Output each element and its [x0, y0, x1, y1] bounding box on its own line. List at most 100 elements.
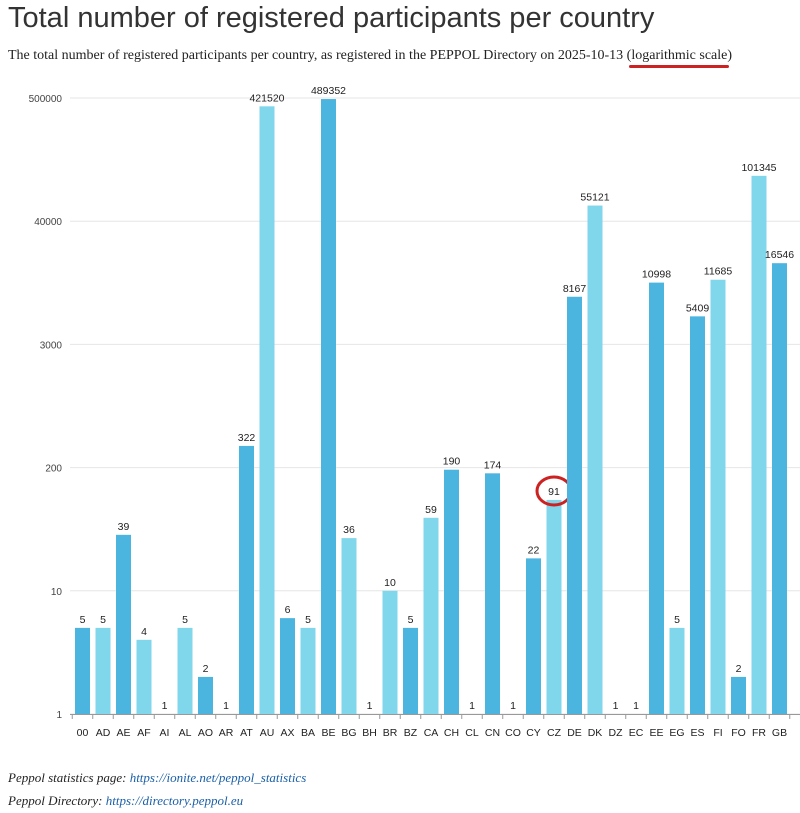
data-label: 1	[613, 700, 619, 712]
x-tick-label: CY	[526, 727, 541, 739]
x-tick-label: BE	[321, 727, 335, 739]
data-label: 1	[510, 700, 516, 712]
x-tick-label: BH	[362, 727, 377, 739]
data-label: 322	[238, 432, 256, 444]
x-tick-label: EC	[629, 727, 644, 739]
bar	[649, 282, 664, 714]
x-tick-label: CN	[485, 727, 500, 739]
x-tick-label: CL	[465, 727, 479, 739]
data-label: 36	[343, 524, 355, 536]
data-label: 22	[528, 544, 540, 556]
y-tick-label: 40000	[34, 217, 62, 228]
data-label: 1	[162, 700, 168, 712]
data-label: 91	[548, 486, 560, 498]
data-label: 5	[674, 614, 680, 626]
bar	[444, 469, 459, 714]
x-tick-label: BZ	[404, 727, 418, 739]
data-label: 39	[118, 521, 130, 533]
bar	[587, 205, 603, 714]
bar	[669, 627, 685, 714]
x-tick-label: 00	[77, 727, 89, 739]
data-label: 5	[408, 614, 414, 626]
x-tick-label: AI	[160, 727, 170, 739]
data-label: 4	[141, 626, 147, 638]
x-tick-label: BA	[301, 727, 315, 739]
x-tick-label: AT	[240, 727, 253, 739]
bar	[341, 538, 357, 714]
bar	[690, 316, 705, 714]
bar	[300, 627, 316, 714]
data-label: 16546	[765, 249, 794, 261]
data-label: 190	[443, 456, 461, 468]
y-tick-label: 10	[51, 587, 63, 598]
data-label: 5409	[686, 302, 710, 314]
data-label: 10998	[642, 269, 671, 281]
x-tick-label: GB	[772, 727, 787, 739]
data-label: 1	[367, 700, 373, 712]
x-tick-label: FI	[713, 727, 722, 739]
directory-link[interactable]: https://directory.peppol.eu	[105, 793, 244, 808]
bar	[136, 639, 152, 714]
bar	[772, 263, 787, 714]
x-tick-label: BR	[383, 727, 398, 739]
bar	[280, 618, 295, 714]
footer-stats-line: Peppol statistics page: https://ionite.n…	[8, 770, 306, 786]
bar	[321, 99, 336, 715]
data-label: 5	[305, 614, 311, 626]
bar	[116, 534, 131, 714]
x-tick-label: CA	[424, 727, 439, 739]
subtitle-close: )	[727, 48, 733, 63]
x-tick-label: AO	[198, 727, 213, 739]
subtitle-highlight: logarithmic scale	[631, 48, 728, 63]
data-label: 2	[736, 663, 742, 675]
bar	[75, 627, 90, 714]
data-label: 59	[425, 504, 437, 516]
x-tick-label: AE	[116, 727, 130, 739]
bar	[526, 558, 541, 714]
footer-directory-line: Peppol Directory: https://directory.pepp…	[8, 793, 243, 809]
x-tick-label: FO	[731, 727, 746, 739]
data-label: 5	[80, 614, 86, 626]
bar	[567, 296, 582, 714]
bar	[710, 279, 726, 714]
y-tick-label: 1	[56, 710, 62, 721]
data-label: 55121	[580, 192, 609, 204]
x-tick-label: ES	[690, 727, 704, 739]
subtitle-text: The total number of registered participa…	[8, 48, 632, 63]
x-tick-label: AL	[179, 727, 192, 739]
data-label: 101345	[741, 162, 776, 174]
bar	[95, 627, 111, 714]
footer-directory-label: Peppol Directory:	[8, 793, 103, 808]
x-tick-label: EE	[649, 727, 663, 739]
stats-page-link[interactable]: https://ionite.net/peppol_statistics	[129, 770, 307, 785]
bar-chart: 1 10 200 3000 40000 500000 5 00 5 AD 39 AE 4 AF 1 AI 5 AL…	[29, 85, 800, 739]
x-tick-label: CH	[444, 727, 459, 739]
bar	[177, 627, 193, 714]
data-label: 1	[633, 700, 639, 712]
bar	[485, 473, 500, 714]
y-tick-label: 3000	[40, 340, 63, 351]
x-tick-label: AU	[260, 727, 275, 739]
footer-stats-label: Peppol statistics page:	[8, 770, 127, 785]
data-label: 5	[182, 614, 188, 626]
data-label: 6	[285, 604, 291, 616]
x-tick-label: AD	[96, 727, 111, 739]
data-label: 174	[484, 459, 502, 471]
x-tick-label: DZ	[609, 727, 624, 739]
bar	[239, 445, 254, 714]
data-label: 489352	[311, 85, 346, 97]
data-label: 421520	[249, 92, 284, 104]
bar	[546, 499, 562, 714]
data-label: 1	[223, 700, 229, 712]
data-label: 2	[203, 663, 209, 675]
y-tick-label: 200	[45, 464, 62, 475]
x-tick-label: EG	[669, 727, 684, 739]
bar	[382, 590, 398, 714]
x-tick-label: CZ	[547, 727, 562, 739]
bar	[259, 106, 275, 715]
bar	[731, 676, 746, 714]
bar	[403, 627, 418, 714]
x-tick-label: AF	[137, 727, 150, 739]
data-label: 11685	[704, 266, 733, 278]
data-label: 1	[469, 700, 475, 712]
